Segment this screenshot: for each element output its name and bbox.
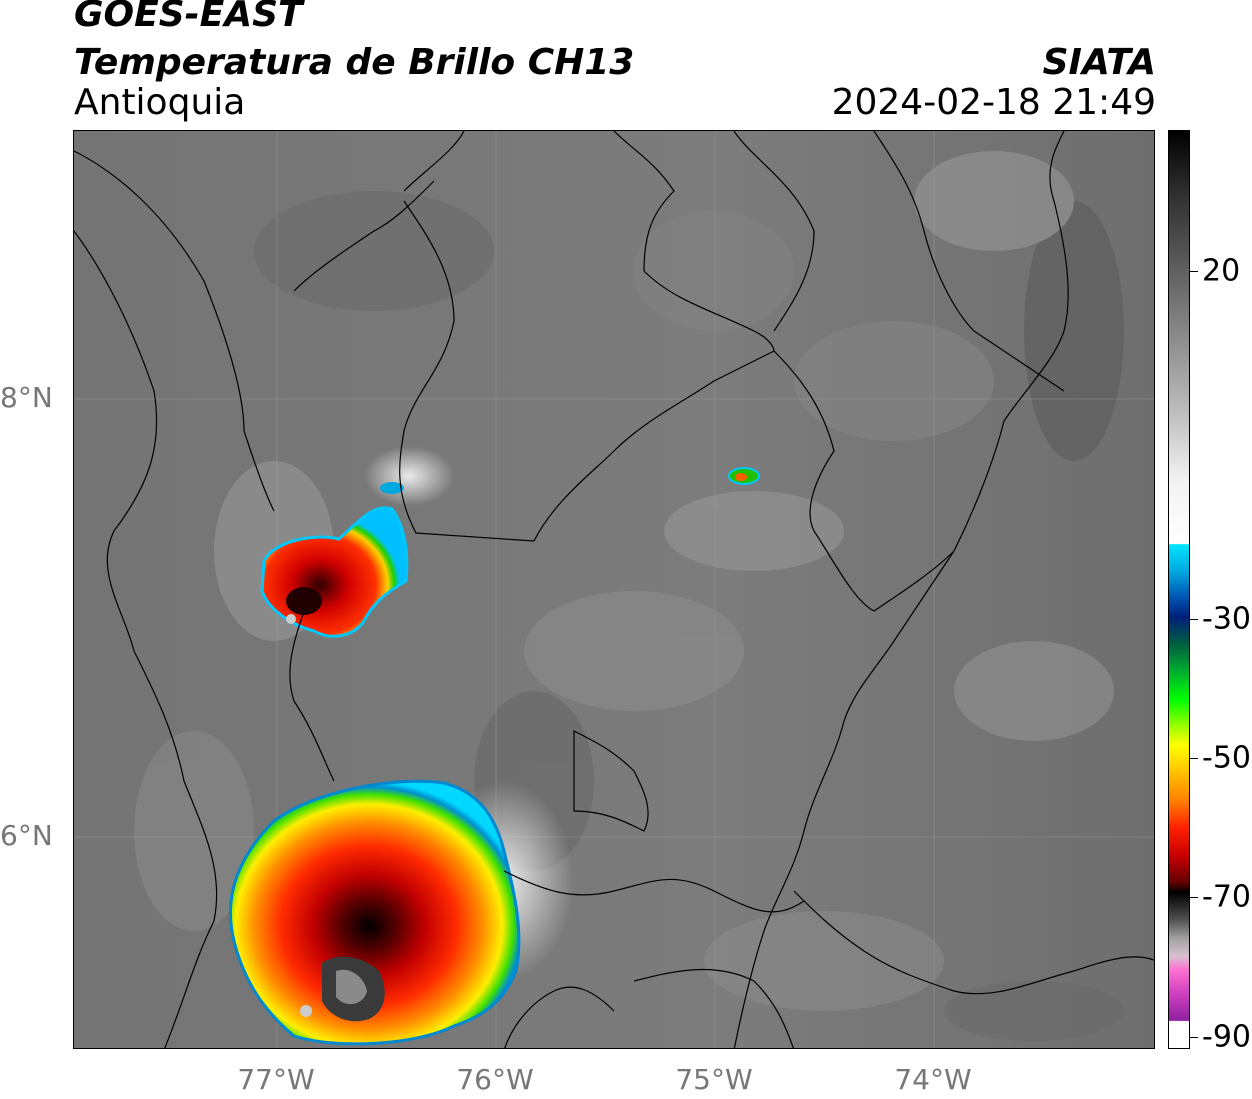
region-label: Antioquia xyxy=(74,82,246,123)
title-line-1: GOES-EAST xyxy=(74,0,303,35)
lon-label-74W: 74°W xyxy=(894,1063,972,1096)
colorbar-tick xyxy=(1190,758,1198,759)
satellite-map xyxy=(73,130,1155,1049)
colorbar xyxy=(1168,130,1190,1049)
tiny-storm-cell xyxy=(728,467,760,485)
colorbar-tick xyxy=(1190,1037,1198,1038)
colorbar-label-minus90: -90 xyxy=(1202,1019,1251,1055)
cloud-texture xyxy=(134,151,1124,1041)
small-storm-cell xyxy=(260,482,409,638)
colorbar-label-20: 20 xyxy=(1202,253,1241,289)
borders xyxy=(74,131,1154,1048)
title-line-2: Temperatura de Brillo CH13 xyxy=(74,42,635,83)
agency-label: SIATA xyxy=(1042,42,1156,83)
timestamp-label: 2024-02-18 21:49 xyxy=(831,82,1156,123)
colorbar-label-minus30: -30 xyxy=(1202,601,1251,637)
colorbar-tick xyxy=(1190,897,1198,898)
colorbar-tick xyxy=(1190,619,1198,620)
large-storm-cell xyxy=(228,779,521,1046)
lon-label-77W: 77°W xyxy=(237,1063,315,1096)
bright-cloud xyxy=(364,446,454,506)
colorbar-label-minus70: -70 xyxy=(1202,879,1251,915)
lat-label-6N: 6°N xyxy=(0,819,53,852)
lat-label-8N: 8°N xyxy=(0,381,53,414)
lon-label-75W: 75°W xyxy=(675,1063,753,1096)
lon-label-76W: 76°W xyxy=(456,1063,534,1096)
colorbar-tick xyxy=(1190,271,1198,272)
colorbar-label-minus50: -50 xyxy=(1202,740,1251,776)
